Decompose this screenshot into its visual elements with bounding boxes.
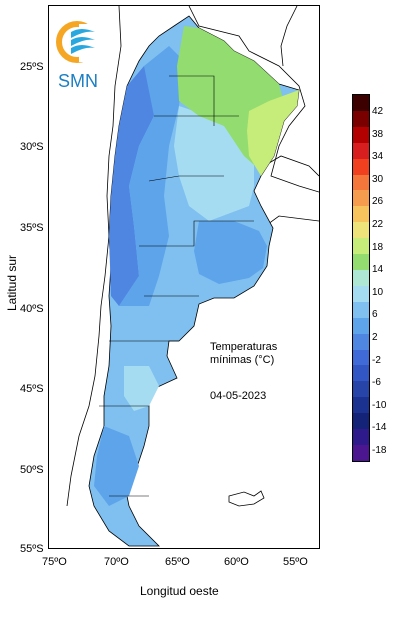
legend-swatch <box>353 158 369 175</box>
province-borders <box>99 75 254 497</box>
legend-swatch <box>353 444 369 461</box>
lat-label-50: 50ºS <box>20 464 44 476</box>
legend-label: 34 <box>372 151 384 163</box>
legend-label: 22 <box>372 219 384 230</box>
legend-bar <box>352 94 370 462</box>
legend-swatch <box>353 95 369 111</box>
map-svg <box>66 5 320 547</box>
legend-label: -2 <box>372 354 381 366</box>
legend-swatch <box>353 174 369 191</box>
legend-swatch <box>353 365 369 382</box>
annotation-title-line2: mínimas (°C) <box>210 354 275 366</box>
lon-label-75: 75ºO <box>42 556 67 568</box>
legend-label: -14 <box>372 422 387 434</box>
color-legend: 42 38 34 30 26 22 18 14 10 6 2 -2 -6 -10 -14 -18 <box>352 94 400 462</box>
buenos-aires-cool-region <box>194 221 267 284</box>
lat-label-35: 35ºS <box>20 222 44 234</box>
smn-logo: SMN <box>55 18 105 93</box>
cold-andes-region <box>109 66 159 306</box>
legend-swatch <box>353 142 369 159</box>
legend-label: 42 <box>372 106 384 117</box>
lon-label-70: 70ºO <box>104 556 129 568</box>
legend-swatch <box>353 285 369 302</box>
legend-swatch <box>353 397 369 414</box>
legend-swatch <box>353 238 369 255</box>
warmest-northeast-region <box>247 90 299 176</box>
legend-label: -6 <box>372 377 381 389</box>
lon-label-65: 65ºO <box>165 556 190 568</box>
temperature-field <box>88 15 300 547</box>
legend-label: 14 <box>372 264 384 276</box>
lat-label-30: 30ºS <box>20 141 44 153</box>
legend-swatch <box>353 126 369 143</box>
legend-label: 2 <box>372 332 378 343</box>
map-frame <box>48 5 320 549</box>
lat-label-40: 40ºS <box>20 303 44 315</box>
lat-label-45: 45ºS <box>20 383 44 395</box>
legend-swatch <box>353 190 369 207</box>
lon-label-60: 60ºO <box>224 556 249 568</box>
legend-labels: 42 38 34 30 26 22 18 14 10 6 2 -2 -6 -10 -14 -18 <box>372 94 400 462</box>
patagonia-mild-region <box>124 366 159 411</box>
legend-label: 18 <box>372 241 384 253</box>
malvinas-islands <box>228 490 265 507</box>
legend-swatch <box>353 301 369 318</box>
legend-swatch <box>353 429 369 445</box>
annotation-date: 04-05-2023 <box>210 390 267 402</box>
x-axis-title: Longitud oeste <box>140 584 219 598</box>
patagonia-cool-region <box>94 426 139 506</box>
legend-label: -10 <box>372 399 387 411</box>
legend-swatch <box>353 222 369 239</box>
legend-swatch <box>353 269 369 286</box>
legend-swatch <box>353 381 369 398</box>
annotation-title-line1: Temperaturas <box>210 341 278 353</box>
legend-swatch <box>353 110 369 127</box>
y-axis-title: Latitud sur <box>5 254 19 312</box>
legend-label: 26 <box>372 196 384 208</box>
legend-swatch <box>353 317 369 334</box>
legend-label: 6 <box>372 309 378 321</box>
lat-label-55: 55ºS <box>20 543 44 555</box>
cool-band <box>119 46 184 306</box>
legend-swatch <box>353 413 369 430</box>
legend-label: 38 <box>372 128 384 140</box>
lat-label-25: 25ºS <box>20 61 44 73</box>
smn-logo-text: SMN <box>58 71 98 91</box>
lon-label-55: 55ºO <box>283 556 308 568</box>
smn-logo-mark <box>56 21 99 63</box>
legend-label: 30 <box>372 173 384 185</box>
legend-swatch <box>353 333 369 350</box>
legend-swatch <box>353 206 369 223</box>
legend-swatch <box>353 254 369 270</box>
legend-label: -18 <box>372 445 387 456</box>
legend-swatch <box>353 349 369 366</box>
legend-label: 10 <box>372 286 384 298</box>
